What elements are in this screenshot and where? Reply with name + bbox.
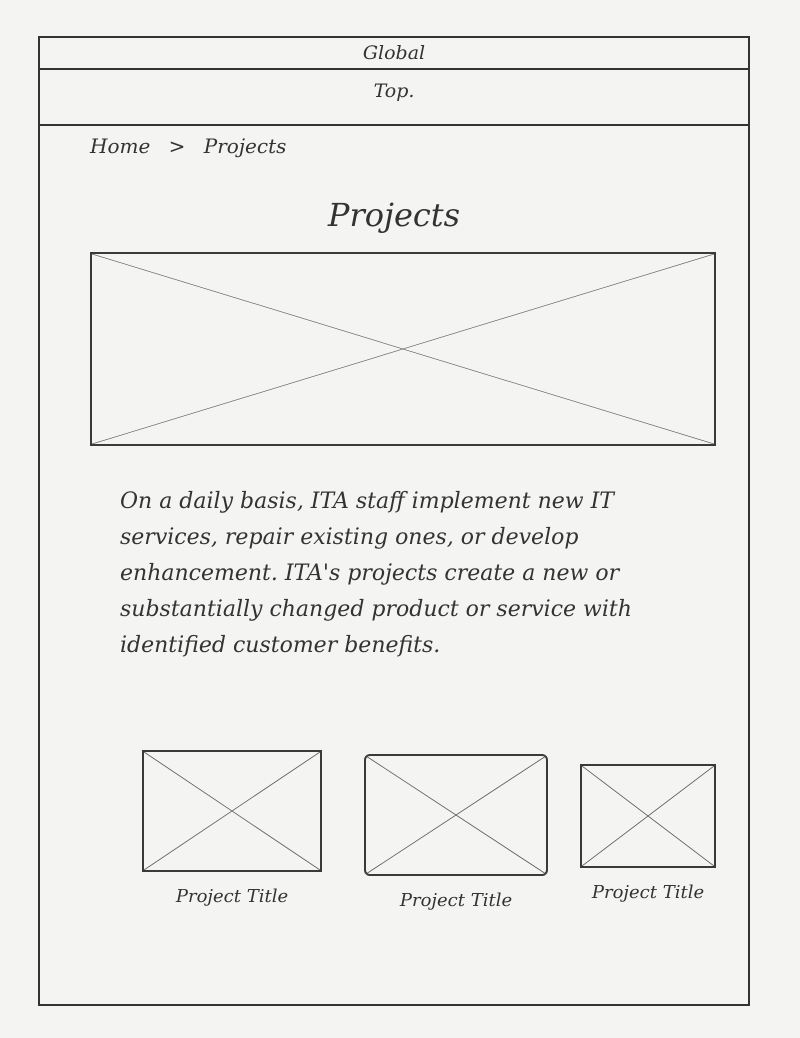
global-nav-label: Global: [362, 42, 426, 64]
hero-image-placeholder: [90, 252, 716, 446]
top-nav-label: Top.: [373, 80, 415, 102]
project-title[interactable]: Project Title: [175, 886, 289, 907]
project-image-placeholder: [364, 754, 548, 876]
top-nav-bar[interactable]: Top.: [40, 68, 748, 126]
project-title[interactable]: Project Title: [399, 890, 513, 911]
image-placeholder-icon: [366, 756, 546, 874]
project-image-placeholder: [580, 764, 716, 868]
image-placeholder-icon: [582, 766, 714, 866]
breadcrumb-home-link[interactable]: Home: [90, 134, 151, 158]
breadcrumb: Home > Projects: [90, 134, 286, 158]
global-nav-bar[interactable]: Global: [40, 38, 748, 70]
project-card[interactable]: Project Title: [580, 764, 716, 903]
breadcrumb-separator: >: [168, 134, 186, 158]
project-title[interactable]: Project Title: [591, 882, 705, 903]
image-placeholder-icon: [92, 254, 714, 444]
project-cards: Project Title Project Title Project Titl…: [40, 750, 748, 930]
project-card[interactable]: Project Title: [142, 750, 322, 907]
project-image-placeholder: [142, 750, 322, 872]
page-title: Projects: [327, 196, 461, 234]
breadcrumb-current: Projects: [203, 134, 287, 158]
project-card[interactable]: Project Title: [364, 754, 548, 911]
image-placeholder-icon: [144, 752, 320, 870]
page-frame: Global Top. Home > Projects Projects On …: [38, 36, 750, 1006]
intro-paragraph: On a daily basis, ITA staff implement ne…: [120, 489, 632, 658]
